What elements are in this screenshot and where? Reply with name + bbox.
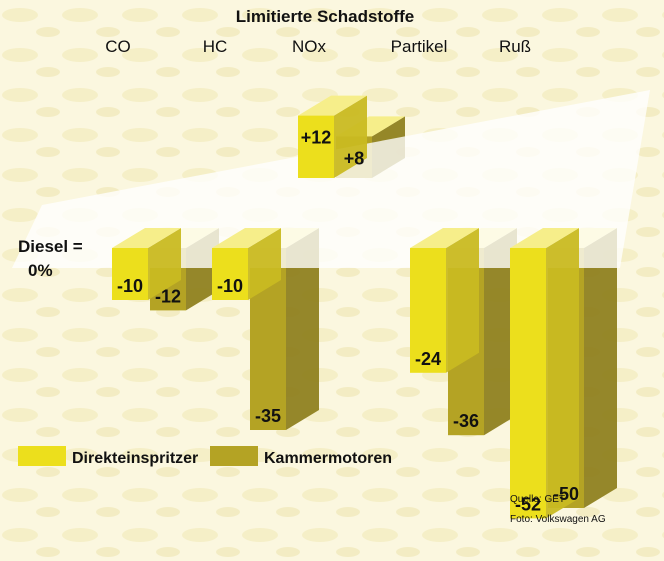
baseline-plane bbox=[12, 90, 650, 268]
value-label-direkteinspritzer-co: -10 bbox=[117, 276, 143, 296]
value-label-direkteinspritzer-ruß: -52 bbox=[515, 494, 541, 514]
legend-label-kammermotoren: Kammermotoren bbox=[264, 450, 392, 467]
category-label-ruß: Ruß bbox=[499, 37, 531, 56]
value-label-kammermotoren-nox: +8 bbox=[344, 148, 365, 168]
value-label-kammermotoren-partikel: -36 bbox=[453, 411, 479, 431]
source-credit: Quelle: GET bbox=[510, 494, 565, 505]
value-label-direkteinspritzer-partikel: -24 bbox=[415, 349, 441, 369]
bar-direkteinspritzer-partikel bbox=[410, 228, 479, 373]
legend-swatch-kammermotoren bbox=[210, 446, 258, 466]
legend-label-direkteinspritzer: Direkteinspritzer bbox=[72, 450, 198, 467]
value-label-kammermotoren-ruß: -50 bbox=[553, 484, 579, 504]
category-label-nox: NOx bbox=[292, 37, 327, 56]
value-label-direkteinspritzer-nox: +12 bbox=[301, 128, 332, 148]
bar-direkteinspritzer-co bbox=[112, 228, 181, 300]
category-label-co: CO bbox=[105, 37, 131, 56]
chart-title: Limitierte Schadstoffe bbox=[236, 7, 415, 26]
baseline-label-line1: Diesel = bbox=[18, 237, 83, 256]
value-label-kammermotoren-hc: -35 bbox=[255, 406, 281, 426]
bar-direkteinspritzer-hc bbox=[212, 228, 281, 300]
legend-swatch-direkteinspritzer bbox=[18, 446, 66, 466]
category-label-hc: HC bbox=[203, 37, 228, 56]
photo-credit: Foto: Volkswagen AG bbox=[510, 514, 606, 525]
value-label-direkteinspritzer-hc: -10 bbox=[217, 276, 243, 296]
baseline-label-line2: 0% bbox=[28, 261, 53, 280]
category-label-partikel: Partikel bbox=[391, 37, 448, 56]
value-label-kammermotoren-co: -12 bbox=[155, 286, 181, 306]
bar-direkteinspritzer-ruß bbox=[510, 228, 579, 519]
bar-direkteinspritzer-nox bbox=[298, 95, 367, 178]
